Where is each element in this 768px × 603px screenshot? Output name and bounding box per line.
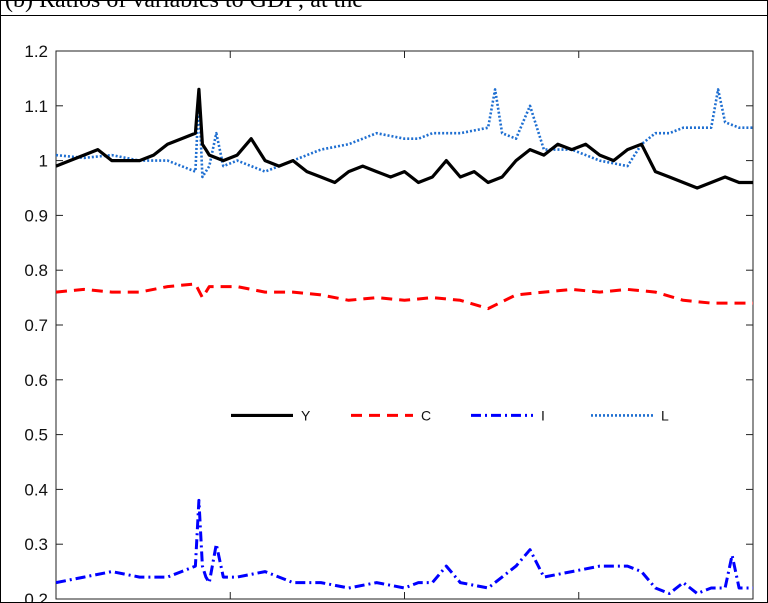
y-tick-label-10: 1.2 xyxy=(24,42,48,61)
y-tick-label-8: 1 xyxy=(39,152,48,171)
y-tick-label-0: 0.2 xyxy=(24,590,48,602)
figure-caption: (b) Ratios of variables to GDP; at the xyxy=(5,0,363,13)
y-tick-label-4: 0.6 xyxy=(24,371,48,390)
y-tick-label-7: 0.9 xyxy=(24,206,48,225)
y-tick-label-2: 0.4 xyxy=(24,480,48,499)
caption-divider xyxy=(1,15,767,16)
legend-label-i: I xyxy=(541,407,545,423)
series-line-c xyxy=(55,282,753,311)
series-line-l xyxy=(55,88,753,179)
series-line-y xyxy=(55,87,753,190)
series-line-i xyxy=(55,498,753,595)
y-tick-label-6: 0.8 xyxy=(24,261,48,280)
y-tick-label-5: 0.7 xyxy=(24,316,48,335)
plot-area-border xyxy=(55,50,754,600)
legend-label-l: L xyxy=(661,407,669,423)
legend-label-y: Y xyxy=(301,407,311,423)
y-tick-label-1: 0.3 xyxy=(24,535,48,554)
y-tick-label-9: 1.1 xyxy=(24,97,48,116)
y-tick-label-3: 0.5 xyxy=(24,426,48,445)
legend-label-c: C xyxy=(421,407,431,423)
